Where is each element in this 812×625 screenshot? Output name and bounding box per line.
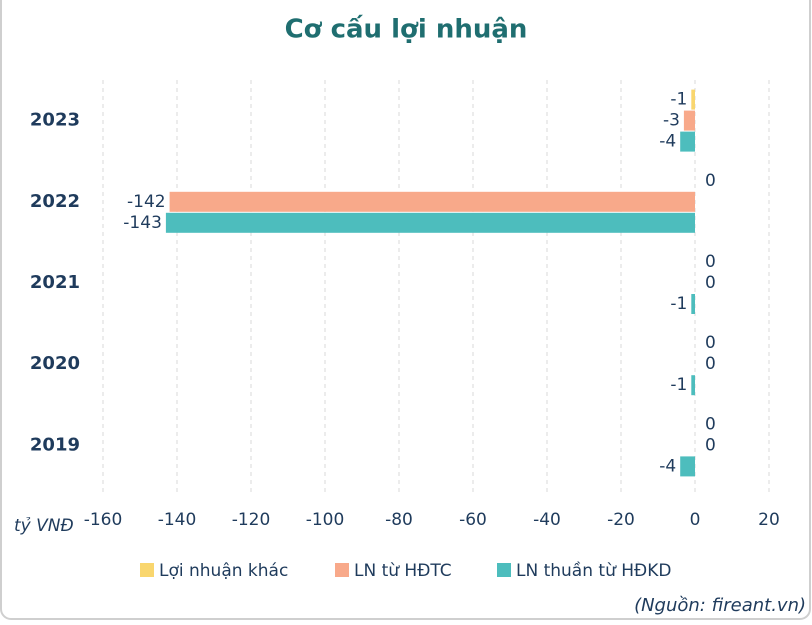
y-tick-label: 2019: [30, 434, 80, 455]
x-tick-label: -40: [533, 510, 561, 530]
x-tick-label: 20: [758, 510, 780, 530]
legend-label: LN từ HĐTC: [354, 561, 452, 581]
data-label: -4: [659, 132, 676, 152]
bar: [165, 212, 695, 233]
x-axis-label: tỷ VNĐ: [14, 516, 74, 536]
y-tick-label: 2020: [30, 353, 80, 374]
y-tick-label: 2021: [30, 272, 80, 293]
data-label: -142: [127, 192, 166, 212]
x-tick-label: -20: [607, 510, 635, 530]
y-tick-label: 2023: [30, 110, 80, 131]
legend-label: Lợi nhuận khác: [159, 561, 288, 581]
data-label: -143: [123, 213, 162, 233]
data-label: 0: [705, 354, 716, 374]
x-tick-label: -160: [84, 510, 123, 530]
data-label: -1: [670, 294, 687, 314]
chart-title: Cơ cấu lợi nhuận: [285, 14, 528, 45]
bar: [683, 110, 695, 131]
data-label: -1: [670, 90, 687, 110]
legend-label: LN thuần từ HĐKD: [516, 560, 671, 581]
x-tick-label: -80: [385, 510, 413, 530]
data-label: -1: [670, 375, 687, 395]
x-tick-label: -120: [232, 510, 271, 530]
x-tick-label: -60: [459, 510, 487, 530]
data-label: 0: [705, 273, 716, 293]
bar: [691, 294, 695, 314]
data-label: 0: [705, 435, 716, 455]
data-label: -4: [659, 456, 676, 476]
legend-swatch: [140, 563, 154, 577]
y-tick-label: 2022: [30, 191, 80, 212]
x-tick-label: -140: [158, 510, 197, 530]
bar: [691, 375, 695, 396]
bar: [680, 131, 695, 152]
bar: [169, 191, 696, 212]
data-label: 0: [705, 333, 716, 353]
legend-swatch: [335, 563, 349, 577]
data-label: 0: [705, 171, 716, 191]
bar: [691, 89, 695, 110]
x-tick-label: 0: [690, 510, 701, 530]
x-tick-label: -100: [306, 510, 345, 530]
legend-swatch: [497, 563, 511, 577]
bar: [680, 456, 695, 477]
data-label: 0: [705, 414, 716, 434]
data-label: 0: [705, 252, 716, 272]
source: (Nguồn: fireant.vn): [634, 595, 806, 616]
data-label: -3: [663, 111, 680, 131]
